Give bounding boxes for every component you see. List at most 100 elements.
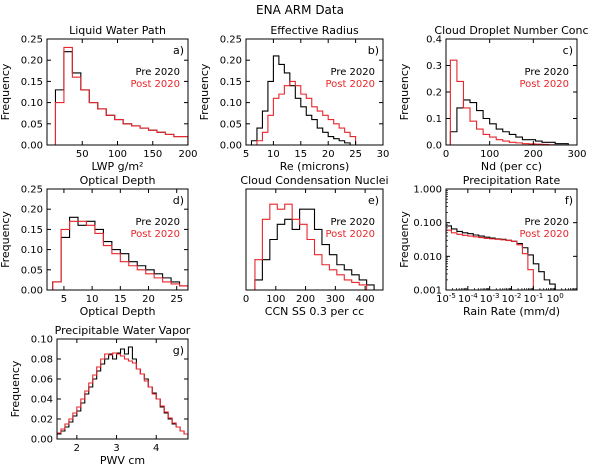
y-tick-label: 0.001 [413, 286, 442, 297]
panel-title: Optical Depth [80, 174, 156, 187]
x-tick-label: 10 [267, 149, 280, 160]
panel-letter: c) [563, 44, 573, 57]
y-tick-label: 0.15 [220, 77, 242, 88]
y-axis-label: Frequency [0, 211, 12, 268]
panel-letter: b) [368, 44, 379, 57]
y-tick-label: 0.25 [21, 185, 43, 196]
legend-pre: Pre 2020 [524, 217, 569, 228]
plot-frame [56, 338, 189, 440]
y-tick-label: 0.10 [21, 98, 43, 109]
series-pre-a [54, 51, 188, 145]
x-tick-label: 300 [567, 149, 586, 160]
series-pre-c [449, 99, 569, 145]
y-tick-label: 0.100 [413, 218, 442, 229]
x-axis-label: Rain Rate (mm/d) [463, 305, 560, 318]
x-tick-label: 200 [524, 149, 543, 160]
y-tick-label: 0.20 [21, 205, 43, 216]
y-tick-label: 0.04 [31, 395, 53, 406]
x-axis-label: Nd (per cc) [481, 160, 542, 173]
legend-pre: Pre 2020 [330, 217, 375, 228]
x-axis-label: PWV cm [100, 454, 145, 467]
y-axis-label: Frequency [398, 211, 411, 268]
legend-pre: Pre 2020 [524, 67, 569, 78]
x-tick-label: 0 [243, 294, 249, 305]
x-axis-label: LWP g/m² [92, 160, 144, 173]
series-post-g [57, 352, 188, 439]
panel-c: Cloud Droplet Number Conc c) Pre 2020Post … [398, 24, 589, 173]
x-tick-label: 30 [377, 149, 390, 160]
y-axis-label: Frequency [198, 63, 211, 120]
y-axis-label: Frequency [0, 63, 12, 120]
panel-letter: a) [173, 44, 184, 57]
y-tick-label: 0.08 [31, 355, 53, 366]
y-tick-label: 0.00 [220, 141, 242, 152]
series-post-d [52, 220, 188, 290]
y-tick-label: 0.010 [413, 252, 442, 263]
series-post-c [449, 59, 556, 145]
x-tick-label: 4 [153, 443, 159, 454]
panel-letter: d) [173, 194, 184, 207]
x-tick-label: 3 [113, 443, 119, 454]
y-tick-label: 0.10 [220, 98, 242, 109]
x-axis-label: CCN SS 0.3 per cc [265, 305, 364, 318]
x-tick-label: 25 [170, 294, 183, 305]
y-tick-label: 0.2 [426, 88, 442, 99]
x-tick-label: 10-3 [480, 292, 500, 305]
y-tick-label: 0.10 [31, 335, 53, 346]
legend-post: Post 2020 [130, 79, 180, 90]
legend-pre: Pre 2020 [330, 67, 375, 78]
legend-pre: Pre 2020 [135, 217, 180, 228]
y-tick-label: 0.25 [21, 35, 43, 46]
x-tick-label: 25 [349, 149, 362, 160]
y-tick-label: 0.05 [220, 119, 242, 130]
x-tick-label: 10-1 [523, 292, 543, 305]
y-tick-label: 0.00 [31, 435, 53, 446]
plot-frame [46, 38, 189, 146]
panel-letter: g) [173, 344, 184, 357]
y-tick-label: 0.06 [31, 375, 53, 386]
x-tick-label: 20 [322, 149, 335, 160]
x-tick-label: 100 [266, 294, 285, 305]
panel-g: Precipitable Water Vapor g) 2 3 4 0.00 0.02 0.0… [9, 324, 191, 467]
plot-frame [445, 38, 578, 146]
y-axis-label: Frequency [398, 63, 411, 120]
panel-title: Precipitable Water Vapor [55, 324, 191, 337]
y-tick-label: 0.05 [21, 265, 43, 276]
y-tick-label: 0.00 [21, 141, 43, 152]
y-tick-label: 1.000 [413, 185, 442, 196]
x-tick-label: 200 [296, 294, 315, 305]
series-post-e [254, 203, 368, 290]
x-tick-label: 100 [480, 149, 499, 160]
series-pre-e [254, 208, 375, 290]
y-tick-label: 0.4 [426, 35, 442, 46]
series-pre-d [52, 216, 188, 290]
legend-post: Post 2020 [325, 79, 375, 90]
series-pre-b [250, 55, 351, 145]
legend-post: Post 2020 [519, 79, 569, 90]
series-post-b [256, 80, 357, 145]
series-post-f [446, 229, 539, 290]
x-tick-label: 50 [76, 149, 89, 160]
panel-title: Liquid Water Path [69, 24, 166, 37]
x-tick-label: 150 [143, 149, 162, 160]
plot-frame [245, 188, 384, 291]
x-tick-label: 10-5 [436, 292, 456, 305]
plot-frame [46, 188, 189, 291]
x-tick-label: 5 [61, 294, 67, 305]
panel-letter: e) [368, 194, 379, 207]
y-tick-label: 0.20 [220, 56, 242, 67]
x-tick-label: 200 [178, 149, 197, 160]
y-tick-label: 0.02 [31, 415, 53, 426]
x-tick-label: 100 [108, 149, 127, 160]
y-tick-label: 0.25 [220, 35, 242, 46]
x-tick-label: 5 [243, 149, 249, 160]
x-axis-label: Optical Depth [80, 305, 156, 318]
y-tick-label: 0.3 [426, 61, 442, 72]
x-tick-label: 0 [443, 149, 449, 160]
x-tick-label: 10 [86, 294, 99, 305]
y-tick-label: 0.00 [21, 286, 43, 297]
x-tick-label: 20 [142, 294, 155, 305]
